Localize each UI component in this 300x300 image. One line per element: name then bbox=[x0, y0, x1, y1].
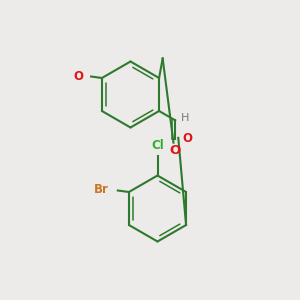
Text: Br: Br bbox=[94, 183, 109, 196]
Text: H: H bbox=[181, 113, 190, 123]
Text: O: O bbox=[169, 144, 181, 157]
Text: O: O bbox=[73, 70, 83, 83]
Text: O: O bbox=[182, 132, 193, 145]
Text: Cl: Cl bbox=[151, 140, 164, 152]
